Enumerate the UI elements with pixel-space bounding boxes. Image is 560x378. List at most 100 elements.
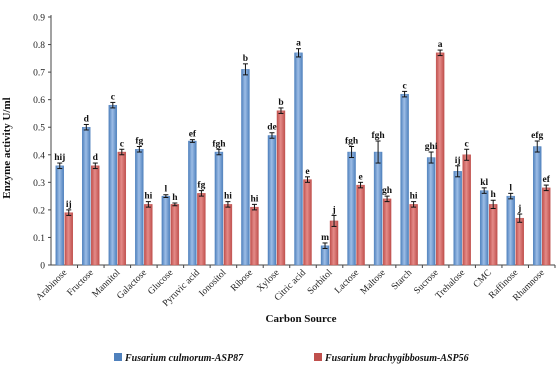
significance-label: ij bbox=[66, 200, 72, 210]
category-label: Trehalose bbox=[434, 268, 467, 301]
significance-label: e bbox=[305, 167, 309, 177]
bar-series-1 bbox=[479, 190, 489, 266]
bar-series-1 bbox=[533, 146, 542, 266]
bar-series-2 bbox=[409, 204, 418, 266]
bar-series-2 bbox=[144, 204, 153, 266]
significance-label: c bbox=[120, 139, 124, 149]
significance-label: hi bbox=[144, 192, 152, 202]
significance-label: fgh bbox=[345, 137, 359, 147]
bar-series-1 bbox=[161, 195, 171, 266]
bar-series-1 bbox=[188, 140, 197, 266]
legend-label-series-2: Fusarium brachygibbosum-ASP56 bbox=[324, 353, 469, 364]
significance-label: d bbox=[93, 153, 99, 163]
bar-series-2 bbox=[303, 179, 312, 266]
significance-label: d bbox=[84, 114, 90, 124]
y-tick-label: 0.3 bbox=[33, 179, 45, 189]
significance-label: b bbox=[243, 54, 248, 64]
significance-label: c bbox=[402, 81, 406, 91]
legend-label-series-1: Fusarium culmorum-ASP87 bbox=[124, 353, 244, 364]
bar-series-2 bbox=[382, 198, 392, 266]
significance-label: de bbox=[267, 123, 277, 133]
bar-series-2 bbox=[356, 184, 365, 266]
y-axis-label: Enzyme activity U/ml bbox=[1, 97, 13, 198]
y-tick-label: 0.2 bbox=[33, 206, 45, 216]
bar-series-1 bbox=[294, 52, 303, 266]
significance-label: l bbox=[509, 183, 512, 193]
bar-series-1 bbox=[453, 171, 462, 266]
category-label: Ionositol bbox=[198, 268, 229, 299]
significance-label: e bbox=[358, 172, 362, 182]
y-tick-label: 0 bbox=[40, 262, 45, 272]
bar-series-2 bbox=[515, 217, 524, 266]
category-label: Galactose bbox=[115, 268, 149, 302]
bar-series-2 bbox=[462, 154, 471, 266]
category-label: Lactose bbox=[333, 268, 361, 296]
bar-series-2 bbox=[329, 220, 339, 266]
bar-series-1 bbox=[55, 165, 64, 266]
significance-label: l bbox=[165, 185, 168, 195]
y-tick-label: 0.6 bbox=[33, 96, 45, 106]
significance-label: a bbox=[296, 39, 301, 49]
bar-series-1 bbox=[267, 135, 277, 266]
bar-series-1 bbox=[426, 157, 436, 266]
y-tick-label: 0.9 bbox=[33, 14, 45, 24]
significance-label: ij bbox=[455, 156, 461, 166]
bar-series-2 bbox=[91, 165, 100, 266]
chart-legend: Fusarium culmorum-ASP87 Fusarium brachyg… bbox=[114, 353, 469, 364]
bar-series-2 bbox=[197, 193, 206, 266]
x-axis-label: Carbon Source bbox=[266, 313, 337, 325]
y-tick-label: 0.5 bbox=[33, 124, 45, 134]
y-tick-label: 0.7 bbox=[33, 69, 45, 79]
category-label: Ribose bbox=[229, 268, 255, 294]
significance-label: fg bbox=[197, 181, 205, 191]
significance-label: hi bbox=[410, 192, 418, 202]
bar-series-1 bbox=[400, 93, 409, 266]
significance-label: gh bbox=[382, 186, 393, 196]
significance-label: ghi bbox=[425, 142, 438, 152]
significance-label: fg bbox=[135, 137, 143, 147]
significance-label: kl bbox=[480, 178, 488, 188]
bar-series-1 bbox=[108, 104, 118, 266]
bar-series-1 bbox=[82, 127, 91, 266]
category-label: Maltose bbox=[359, 268, 388, 297]
bar-series-2 bbox=[223, 204, 233, 266]
significance-label: c bbox=[111, 92, 115, 102]
significance-label: m bbox=[321, 233, 329, 243]
bar-series-2 bbox=[170, 204, 180, 266]
significance-label: efg bbox=[531, 131, 543, 141]
significance-label: fgh bbox=[212, 139, 226, 149]
bar-series-2 bbox=[117, 151, 127, 266]
significance-label: h bbox=[172, 193, 178, 203]
bar-series-2 bbox=[250, 206, 259, 266]
bar-series-2 bbox=[276, 110, 286, 266]
y-tick-label: 0.4 bbox=[33, 151, 45, 161]
significance-label: h bbox=[491, 190, 497, 200]
bar-series-2 bbox=[64, 212, 73, 266]
significance-label: hi bbox=[224, 192, 232, 202]
significance-label: a bbox=[438, 40, 443, 50]
bar-series-2 bbox=[435, 52, 445, 266]
significance-label: ef bbox=[189, 130, 197, 140]
legend-swatch-series-1 bbox=[114, 353, 122, 361]
significance-label: b bbox=[278, 98, 283, 108]
significance-label: c bbox=[465, 139, 469, 149]
bar-series-1 bbox=[214, 151, 224, 266]
significance-label: j bbox=[517, 204, 521, 214]
category-label: Arabinose bbox=[35, 268, 70, 303]
y-tick-label: 0.8 bbox=[33, 41, 45, 51]
bar-series-1 bbox=[241, 69, 250, 266]
chart-axes: 0 0.1 0.2 0.3 0.4 0.5 0.6 0.7 0.8 0.9 bbox=[33, 14, 556, 272]
significance-label: ef bbox=[543, 175, 551, 185]
significance-label: fgh bbox=[371, 131, 385, 141]
bar-series-1 bbox=[347, 151, 356, 266]
category-label: Sorbitol bbox=[306, 268, 335, 297]
chart-bars bbox=[55, 48, 551, 266]
significance-label: hij bbox=[54, 153, 65, 163]
bar-series-1 bbox=[506, 195, 515, 266]
significance-label: hi bbox=[250, 194, 258, 204]
legend-swatch-series-2 bbox=[314, 353, 322, 361]
bar-series-1 bbox=[373, 151, 383, 266]
bar-series-2 bbox=[542, 187, 551, 266]
